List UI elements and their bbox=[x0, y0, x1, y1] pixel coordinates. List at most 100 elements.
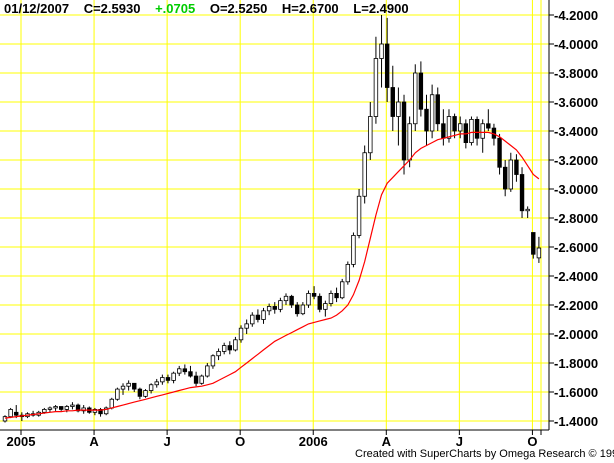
candle-body bbox=[446, 116, 452, 139]
candle-body bbox=[126, 382, 131, 387]
candle-body bbox=[221, 345, 227, 352]
candle-body bbox=[64, 406, 70, 410]
candle bbox=[368, 102, 373, 160]
chart-credit: Created with SuperCharts by Omega Resear… bbox=[355, 448, 614, 460]
candle bbox=[120, 383, 126, 395]
candle bbox=[435, 87, 440, 131]
quote-change: +.0705 bbox=[155, 1, 196, 16]
x-tick-label: J bbox=[164, 434, 171, 449]
candle-body bbox=[531, 232, 536, 255]
candle-body bbox=[238, 327, 244, 341]
candle-body bbox=[227, 345, 232, 351]
candle-body bbox=[103, 407, 109, 415]
candle bbox=[536, 236, 542, 263]
candle bbox=[188, 365, 193, 378]
candle bbox=[160, 374, 165, 385]
candle-body bbox=[255, 314, 261, 320]
candle bbox=[177, 365, 182, 377]
x-tick-label: J bbox=[456, 434, 463, 449]
candle-body bbox=[266, 306, 272, 312]
candle-body bbox=[345, 263, 351, 283]
candle bbox=[143, 389, 148, 398]
candle bbox=[53, 405, 58, 411]
candle bbox=[244, 319, 249, 334]
quote-date: 01/12/2007 bbox=[4, 1, 70, 16]
candle bbox=[339, 278, 345, 300]
candle bbox=[300, 302, 306, 316]
y-tick-label: -2.8000 bbox=[554, 211, 598, 226]
candle bbox=[137, 387, 143, 400]
candle bbox=[103, 406, 109, 416]
candle-body bbox=[469, 119, 474, 144]
candle-body bbox=[2, 416, 8, 422]
candle bbox=[334, 287, 339, 303]
candle-body bbox=[42, 408, 47, 413]
candle-body bbox=[480, 123, 485, 139]
candle bbox=[59, 406, 64, 411]
candle bbox=[390, 65, 395, 131]
candle-body bbox=[278, 300, 283, 310]
quote-close: C=2.5930 bbox=[83, 1, 141, 16]
candle bbox=[8, 407, 13, 419]
candle bbox=[193, 371, 199, 387]
candle-body bbox=[261, 310, 266, 320]
candle-body bbox=[53, 406, 58, 409]
candle-body bbox=[216, 350, 221, 357]
candle-body bbox=[8, 408, 13, 418]
candle-body bbox=[474, 119, 480, 139]
candle bbox=[272, 302, 277, 314]
candle bbox=[98, 407, 103, 417]
candle-body bbox=[171, 372, 176, 381]
candle bbox=[221, 342, 227, 355]
candle-body bbox=[177, 368, 182, 374]
candle-body bbox=[362, 152, 367, 197]
quote-header: 01/12/2007 C=2.5930 +.0705 O=2.5250 H=2.… bbox=[4, 0, 420, 18]
candle-body bbox=[390, 87, 395, 117]
candle bbox=[132, 382, 137, 392]
y-tick-label: -3.8000 bbox=[554, 66, 598, 81]
candle bbox=[508, 152, 513, 192]
candle bbox=[441, 109, 446, 146]
candle-body bbox=[508, 159, 513, 190]
candle bbox=[474, 116, 480, 146]
candle-body bbox=[401, 101, 407, 161]
candle-body bbox=[59, 406, 64, 410]
candle bbox=[216, 348, 221, 361]
candle-body bbox=[413, 72, 418, 125]
candle bbox=[429, 84, 435, 139]
candle-body bbox=[435, 94, 440, 125]
quote-open: O=2.5250 bbox=[209, 1, 268, 16]
candle bbox=[514, 154, 519, 182]
candle bbox=[531, 232, 536, 259]
candle-body bbox=[368, 116, 373, 154]
y-tick-label: -1.8000 bbox=[554, 356, 598, 371]
candle-body bbox=[109, 398, 114, 409]
candle-body bbox=[311, 292, 317, 297]
candle-body bbox=[424, 108, 429, 132]
candle-body bbox=[193, 375, 199, 384]
candle-body bbox=[300, 304, 306, 315]
candle-body bbox=[143, 390, 148, 397]
candle bbox=[317, 293, 322, 313]
candle-body bbox=[14, 411, 19, 416]
candle-body bbox=[441, 123, 446, 139]
candle bbox=[328, 290, 334, 307]
candle-body bbox=[502, 166, 508, 190]
y-tick-label: -1.4000 bbox=[554, 414, 598, 429]
candlestick-series bbox=[2, 15, 542, 423]
candle-body bbox=[47, 407, 53, 410]
candle bbox=[418, 61, 424, 117]
candle-body bbox=[452, 116, 457, 132]
candle bbox=[289, 294, 294, 308]
candle-body bbox=[182, 368, 188, 373]
y-tick-label: -1.6000 bbox=[554, 385, 598, 400]
candle-body bbox=[188, 371, 193, 377]
x-tick-label: 2006 bbox=[299, 434, 328, 449]
candle bbox=[148, 383, 154, 394]
candle bbox=[480, 119, 485, 153]
candle-body bbox=[536, 247, 542, 259]
y-tick-label: -2.6000 bbox=[554, 240, 598, 255]
y-tick-label: -3.6000 bbox=[554, 95, 598, 110]
candle-body bbox=[497, 137, 502, 168]
y-tick-label: -2.4000 bbox=[554, 269, 598, 284]
